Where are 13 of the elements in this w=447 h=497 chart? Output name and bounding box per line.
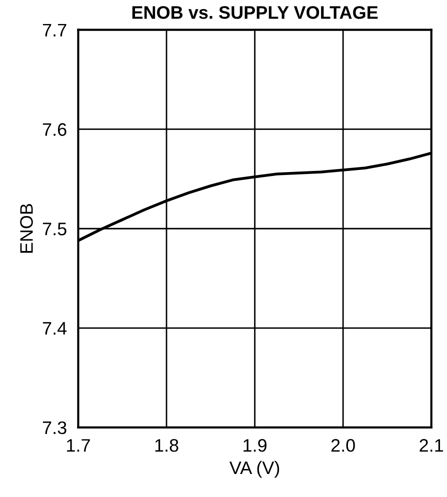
chart-title: ENOB vs. SUPPLY VOLTAGE bbox=[132, 6, 378, 19]
y-tick-label: 7.5 bbox=[42, 222, 66, 236]
x-tick-label: 2.0 bbox=[331, 439, 355, 452]
x-tick-label: 1.9 bbox=[244, 439, 266, 452]
x-tick-label: 2.1 bbox=[420, 439, 444, 452]
y-tick-label: 7.3 bbox=[42, 421, 66, 434]
y-axis-title: ENOB bbox=[20, 204, 33, 253]
x-axis-title: VA (V) bbox=[229, 460, 280, 478]
x-tick-label: 1.7 bbox=[67, 439, 90, 452]
y-tick-label: 7.7 bbox=[42, 24, 66, 36]
y-tick-label: 7.6 bbox=[42, 123, 66, 136]
x-tick-label: 1.8 bbox=[155, 439, 178, 452]
y-tick-label: 7.4 bbox=[42, 322, 67, 335]
